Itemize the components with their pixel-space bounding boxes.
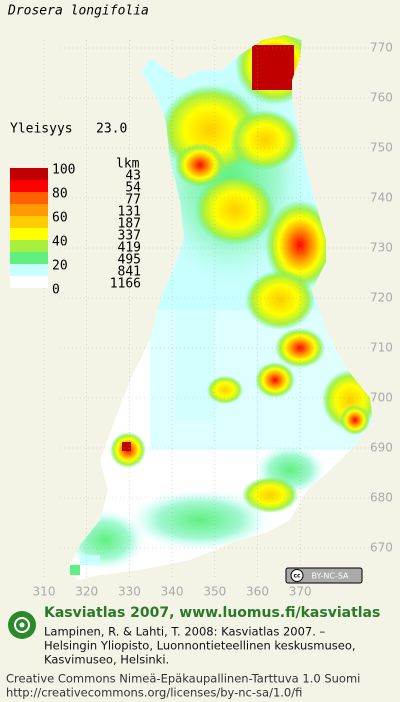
logo xyxy=(8,611,36,639)
legend-count: 77 xyxy=(125,193,141,208)
legend-count: 187 xyxy=(118,217,141,232)
legend-swatch xyxy=(10,168,48,180)
occurrence-patch xyxy=(68,510,145,570)
legend-count: 131 xyxy=(118,205,141,220)
occurrence-patch xyxy=(340,405,370,435)
occurrence-patch xyxy=(80,555,100,565)
northing-label: 690 xyxy=(370,441,393,455)
legend-swatch xyxy=(10,216,48,228)
cc-icon xyxy=(290,569,304,582)
easting-label: 320 xyxy=(75,585,98,599)
easting-label: 350 xyxy=(203,585,226,599)
legend-count: 337 xyxy=(118,229,141,244)
legend-swatch xyxy=(10,192,48,204)
legend-count: 1166 xyxy=(110,277,141,292)
occurrence-patch xyxy=(122,442,131,451)
easting-label: 370 xyxy=(289,585,312,599)
citation-line: Kasvimuseo, Helsinki. xyxy=(44,653,169,667)
occurrence-patch xyxy=(252,45,294,90)
count-header: lkm xyxy=(116,157,140,172)
occurrence-patch xyxy=(245,270,315,330)
occurrence-patch xyxy=(207,376,243,404)
easting-label: 310 xyxy=(33,585,56,599)
legend-swatch xyxy=(10,240,48,252)
legend-swatch xyxy=(10,264,48,276)
northing-label: 770 xyxy=(370,41,393,55)
legend-count: 419 xyxy=(118,241,141,256)
legend-swatch xyxy=(10,252,48,264)
occurrence-patch xyxy=(130,490,270,550)
occurrence-patch xyxy=(70,565,80,575)
license-line: Creative Commons Nimeä-Epäkaupallinen-Ta… xyxy=(6,672,360,686)
legend-swatch xyxy=(10,204,48,216)
citation-line: Helsingin Yliopisto, Luonnontieteellinen… xyxy=(44,639,356,653)
northing-label: 680 xyxy=(370,491,393,505)
northing-label: 730 xyxy=(370,241,393,255)
footer-title: Kasviatlas 2007, www.luomus.fi/kasviatla… xyxy=(44,605,380,621)
legend-scale-label: 40 xyxy=(52,235,68,250)
easting-label: 360 xyxy=(246,585,269,599)
northing-label: 750 xyxy=(370,141,393,155)
northing-label: 670 xyxy=(370,541,393,555)
legend-count: 54 xyxy=(125,181,141,196)
northing-label: 720 xyxy=(370,291,393,305)
occurrence-patch xyxy=(175,300,215,420)
easting-label: 340 xyxy=(161,585,184,599)
legend-scale-label: 100 xyxy=(52,163,75,178)
license-badge[interactable] xyxy=(285,567,363,584)
legend-scale-label: 80 xyxy=(52,187,68,202)
frequency-value: 23.0 xyxy=(96,122,127,137)
legend-count: 43 xyxy=(125,169,141,184)
legend-scale-label: 20 xyxy=(52,259,68,274)
legend-swatch xyxy=(10,180,48,192)
legend-count: 841 xyxy=(118,265,141,280)
legend-swatch xyxy=(10,228,48,240)
northing-label: 710 xyxy=(370,341,393,355)
cc-icon-text: cc xyxy=(293,573,301,580)
citation-line: Lampinen, R. & Lahti, T. 2008: Kasviatla… xyxy=(44,625,326,639)
occurrence-patch xyxy=(255,362,295,398)
occurrence-patch xyxy=(175,143,225,187)
license-badge-text: BY-NC-SA xyxy=(311,572,349,581)
species-title: Drosera longifolia xyxy=(7,4,149,19)
easting-label: 330 xyxy=(118,585,141,599)
occurrence-patch xyxy=(195,175,275,245)
frequency-label: Yleisyys xyxy=(10,122,73,137)
occurrence-patch xyxy=(230,110,300,170)
legend-swatch xyxy=(10,276,48,288)
license-line: http://creativecommons.org/licenses/by-n… xyxy=(6,686,302,700)
legend-count: 495 xyxy=(118,253,141,268)
northing-label: 740 xyxy=(370,191,393,205)
northing-label: 760 xyxy=(370,91,393,105)
legend-scale-label: 60 xyxy=(52,211,68,226)
legend-scale-label: 0 xyxy=(52,283,60,298)
northing-label: 700 xyxy=(370,391,393,405)
